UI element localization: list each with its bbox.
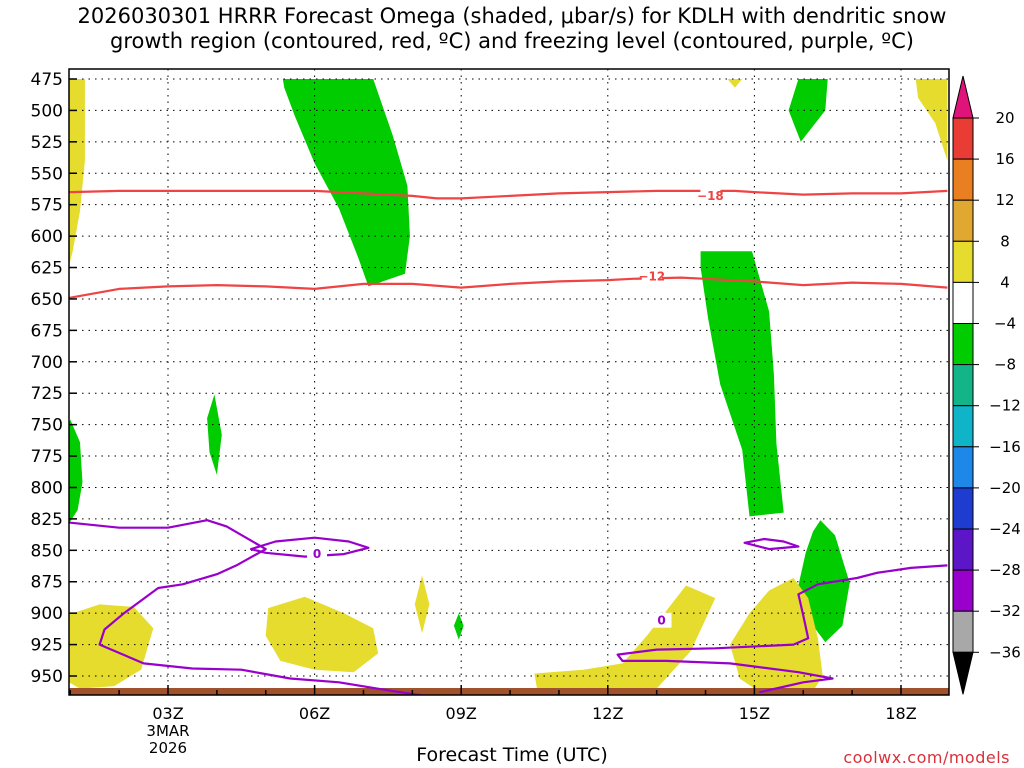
colorbar-label-10: −24 [989, 520, 1021, 538]
colorbar-swatch-8 [952, 405, 974, 448]
colorbar-swatch-12 [952, 569, 974, 612]
upward-motion-3 [788, 79, 828, 142]
y-tick-label-800: 800 [31, 478, 63, 498]
colorbar-label-9: −20 [989, 479, 1021, 497]
y-tick-label-475: 475 [31, 70, 63, 90]
x-tick-label-09Z: 09Z [446, 704, 477, 723]
freezing-level-ring-15z-line [743, 537, 800, 551]
upward-motion-6 [207, 394, 222, 475]
colorbar-label-6: −8 [994, 356, 1016, 374]
colorbar-swatch-13 [952, 610, 974, 653]
colorbar-label-1: 16 [995, 150, 1014, 168]
downward-motion-3 [265, 596, 379, 673]
pressure-axis: 475 500 525 550 575 600 625 650 675 700 725 750 775 8… [31, 70, 77, 687]
ground-bar [69, 688, 949, 695]
date-year-label: 2026 [149, 739, 187, 757]
y-tick-label-775: 775 [31, 447, 63, 467]
upward-motion-5 [69, 419, 83, 524]
colorbar-swatch-4 [952, 240, 974, 283]
colorbar-swatch-7 [952, 364, 974, 407]
colorbar-label-0: 20 [995, 109, 1014, 127]
colorbar-swatch-3 [952, 199, 974, 242]
downward-motion-4 [414, 575, 430, 634]
x-axis-title: Forecast Time (UTC) [416, 744, 608, 766]
colorbar-swatch-9 [952, 446, 974, 489]
omega-fill-layer [69, 79, 948, 695]
freezing-level-ring-06z-label: 0 [313, 547, 321, 561]
y-tick-label-550: 550 [31, 164, 63, 184]
y-tick-label-625: 625 [31, 259, 63, 279]
y-tick-label-650: 650 [31, 290, 63, 310]
contour-layer: −18 −12 0 0 [69, 187, 948, 695]
downward-motion-1 [69, 79, 85, 266]
colorbar-label-13: −36 [989, 643, 1021, 661]
colorbar-label-7: −12 [989, 397, 1021, 415]
y-tick-label-750: 750 [31, 416, 63, 436]
colorbar-label-5: −4 [994, 315, 1016, 333]
colorbar-swatch-10 [952, 487, 974, 530]
y-tick-label-725: 725 [31, 384, 63, 404]
colorbar-label-4: 4 [1000, 273, 1010, 291]
dendritic-12-label-bg [641, 268, 662, 284]
plot-frame [68, 68, 950, 696]
colorbar-swatch-top [952, 75, 974, 119]
colorbar-label-11: −28 [989, 561, 1021, 579]
dendritic-18-label-bg [700, 187, 721, 203]
x-tick-label-18Z: 18Z [885, 704, 916, 723]
dendritic-18-label: −18 [697, 189, 724, 203]
freezing-level-line [69, 519, 428, 695]
site-credit: coolwx.com/models [843, 748, 1010, 767]
y-tick-label-850: 850 [31, 541, 63, 561]
omega-colorbar: 20 16 12 8 4 −4 −8 −12 −16 −20 −24 −28 −32 −36 [952, 75, 1021, 695]
y-tick-label-575: 575 [31, 196, 63, 216]
freezing-level-late-line [616, 564, 948, 694]
x-tick-label-15Z: 15Z [739, 704, 770, 723]
freezing-level-label: 0 [657, 614, 665, 628]
colorbar-swatch-2 [952, 158, 974, 201]
downward-motion-8 [727, 79, 743, 88]
y-tick-label-600: 600 [31, 227, 63, 247]
chart-title: 2026030301 HRRR Forecast Omega (shaded, … [77, 4, 947, 53]
colorbar-swatch-bottom [952, 651, 974, 695]
y-tick-label-825: 825 [31, 510, 63, 530]
colorbar-label-12: −32 [989, 602, 1021, 620]
upward-motion-1 [282, 79, 410, 287]
freezing-level-ring-06z-line [250, 536, 370, 558]
colorbar-label-2: 12 [995, 191, 1014, 209]
colorbar-label-3: 8 [1000, 232, 1010, 250]
y-tick-label-675: 675 [31, 321, 63, 341]
dendritic-18-line [69, 189, 948, 200]
y-tick-label-875: 875 [31, 573, 63, 593]
y-tick-label-500: 500 [31, 101, 63, 121]
grid-layer [69, 69, 949, 695]
time-axis: 03Z 06Z 09Z 12Z 15Z 18Z [69, 685, 917, 723]
upward-motion-2 [700, 251, 784, 517]
upward-motion-7 [453, 613, 464, 640]
colorbar-swatch-6 [952, 323, 974, 366]
downward-motion-7 [915, 79, 948, 161]
y-tick-label-925: 925 [31, 636, 63, 656]
y-tick-label-900: 900 [31, 604, 63, 624]
colorbar-swatch-5 [952, 281, 974, 324]
colorbar-label-8: −16 [989, 438, 1021, 456]
x-tick-label-12Z: 12Z [592, 704, 623, 723]
freezing-level-ring-06z-label-bg [307, 546, 328, 562]
date-day-label: 3MAR [146, 722, 189, 740]
y-tick-label-525: 525 [31, 133, 63, 153]
dendritic-12-label: −12 [638, 269, 665, 283]
x-tick-label-03Z: 03Z [152, 704, 183, 723]
downward-motion-2 [69, 604, 154, 689]
colorbar-swatch-1 [952, 117, 974, 160]
x-tick-label-06Z: 06Z [299, 704, 330, 723]
colorbar-swatch-11 [952, 528, 974, 571]
freezing-level-label-bg [651, 612, 672, 628]
y-tick-label-950: 950 [31, 667, 63, 687]
dendritic-12-line [69, 276, 948, 299]
y-tick-label-700: 700 [31, 353, 63, 373]
